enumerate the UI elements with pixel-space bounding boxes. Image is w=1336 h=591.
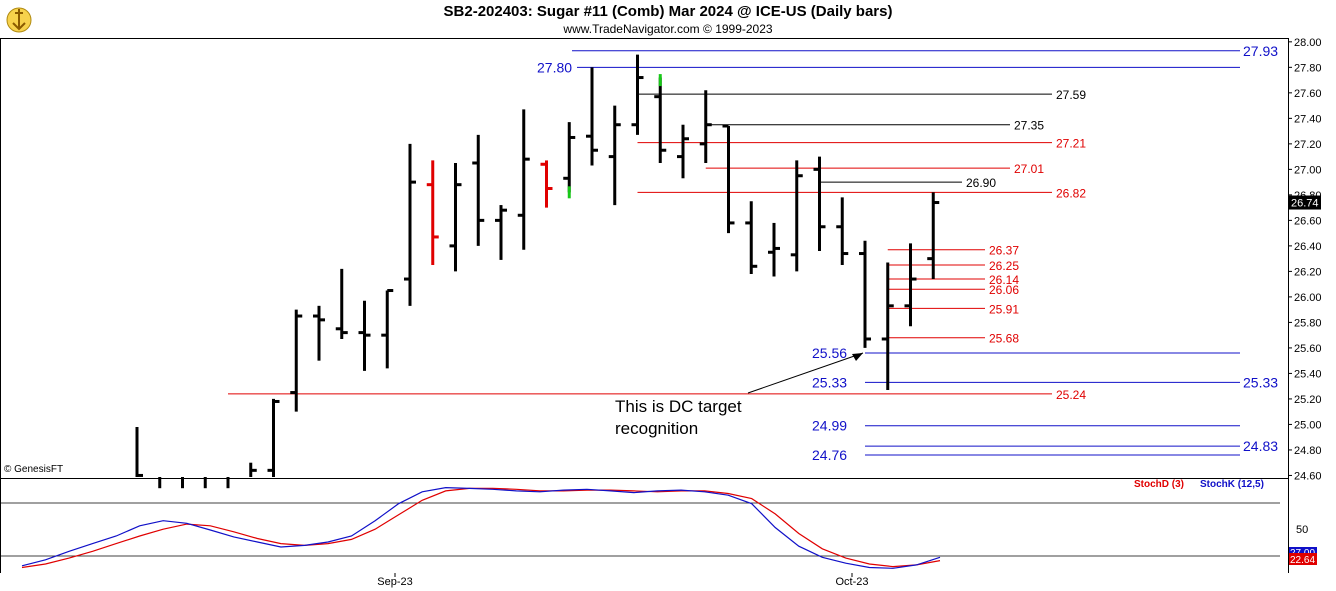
stoch-d-last-label: 22.64 bbox=[1290, 555, 1315, 566]
chart-title: SB2-202403: Sugar #11 (Comb) Mar 2024 @ … bbox=[443, 3, 893, 20]
price-axis-label: 27.20 bbox=[1294, 139, 1322, 151]
level-label-26.06: 26.06 bbox=[989, 283, 1019, 297]
price-axis-label: 26.20 bbox=[1294, 266, 1322, 278]
level-label-25.33: 25.33 bbox=[812, 374, 847, 390]
price-axis-label: 27.60 bbox=[1294, 88, 1322, 100]
date-axis-label: Oct-23 bbox=[835, 576, 868, 588]
price-axis-label: 26.40 bbox=[1294, 241, 1322, 253]
last-price-box bbox=[1289, 195, 1321, 210]
level-label-25.56: 25.56 bbox=[812, 345, 847, 361]
level-label-26.25: 26.25 bbox=[989, 259, 1019, 273]
level-label-26.90: 26.90 bbox=[966, 176, 996, 190]
price-axis-label: 24.60 bbox=[1294, 470, 1322, 482]
price-axis-label: 25.60 bbox=[1294, 343, 1322, 355]
level-label-27.01: 27.01 bbox=[1014, 162, 1044, 176]
trade-navigator-logo-icon bbox=[6, 7, 32, 33]
stoch-plot-frame bbox=[0, 478, 1289, 574]
price-axis-label: 28.00 bbox=[1294, 37, 1322, 49]
level-label-26.37: 26.37 bbox=[989, 244, 1019, 258]
date-axis-label: Sep-23 bbox=[377, 576, 412, 588]
stoch-k-legend: StochK (12,5) bbox=[1200, 479, 1264, 490]
price-axis-label: 26.00 bbox=[1294, 292, 1322, 304]
genesis-watermark: © GenesisFT bbox=[4, 464, 63, 475]
level-label-27.93: 27.93 bbox=[1243, 43, 1278, 59]
level-label-24.83: 24.83 bbox=[1243, 438, 1278, 454]
date-axis-band bbox=[0, 573, 1336, 591]
level-label-25.68: 25.68 bbox=[989, 332, 1019, 346]
price-axis-label: 27.80 bbox=[1294, 62, 1322, 74]
annotation-arrowhead bbox=[852, 353, 863, 362]
stoch-d-last-box bbox=[1289, 553, 1317, 565]
chart-subtitle: www.TradeNavigator.com © 1999-2023 bbox=[563, 22, 773, 36]
price-axis-label: 26.60 bbox=[1294, 215, 1322, 227]
level-label-26.14: 26.14 bbox=[989, 273, 1019, 287]
level-label-24.76: 24.76 bbox=[812, 447, 847, 463]
stoch-k-last-box bbox=[1289, 547, 1317, 558]
level-label-25.33: 25.33 bbox=[1243, 374, 1278, 390]
stoch-k-line bbox=[21, 486, 941, 569]
price-axis-label: 25.40 bbox=[1294, 368, 1322, 380]
annotation-text: This is DC target bbox=[615, 397, 742, 416]
level-label-27.21: 27.21 bbox=[1056, 137, 1086, 151]
level-label-25.24: 25.24 bbox=[1056, 388, 1086, 402]
annotation-text: recognition bbox=[615, 419, 698, 438]
level-label-27.80: 27.80 bbox=[537, 59, 572, 75]
annotation-arrow bbox=[747, 352, 864, 394]
level-label-25.91: 25.91 bbox=[989, 302, 1019, 316]
level-label-24.99: 24.99 bbox=[812, 418, 847, 434]
level-label-27.59: 27.59 bbox=[1056, 88, 1086, 102]
price-axis-label: 25.80 bbox=[1294, 317, 1322, 329]
chart-header: SB2-202403: Sugar #11 (Comb) Mar 2024 @ … bbox=[0, 0, 1336, 38]
stoch-axis-label: 50 bbox=[1296, 524, 1308, 536]
last-price-label: 26.74 bbox=[1291, 198, 1319, 210]
price-axis-label: 27.00 bbox=[1294, 164, 1322, 176]
price-axis-label: 27.40 bbox=[1294, 113, 1322, 125]
stoch-d-legend: StochD (3) bbox=[1134, 479, 1184, 490]
level-label-26.82: 26.82 bbox=[1056, 186, 1086, 200]
level-label-27.35: 27.35 bbox=[1014, 119, 1044, 133]
price-axis-label: 25.20 bbox=[1294, 394, 1322, 406]
price-axis-label: 25.00 bbox=[1294, 419, 1322, 431]
price-panel: 28.0027.8027.6027.4027.2027.0026.8026.60… bbox=[0, 37, 1322, 489]
price-axis-label: 24.80 bbox=[1294, 445, 1322, 457]
